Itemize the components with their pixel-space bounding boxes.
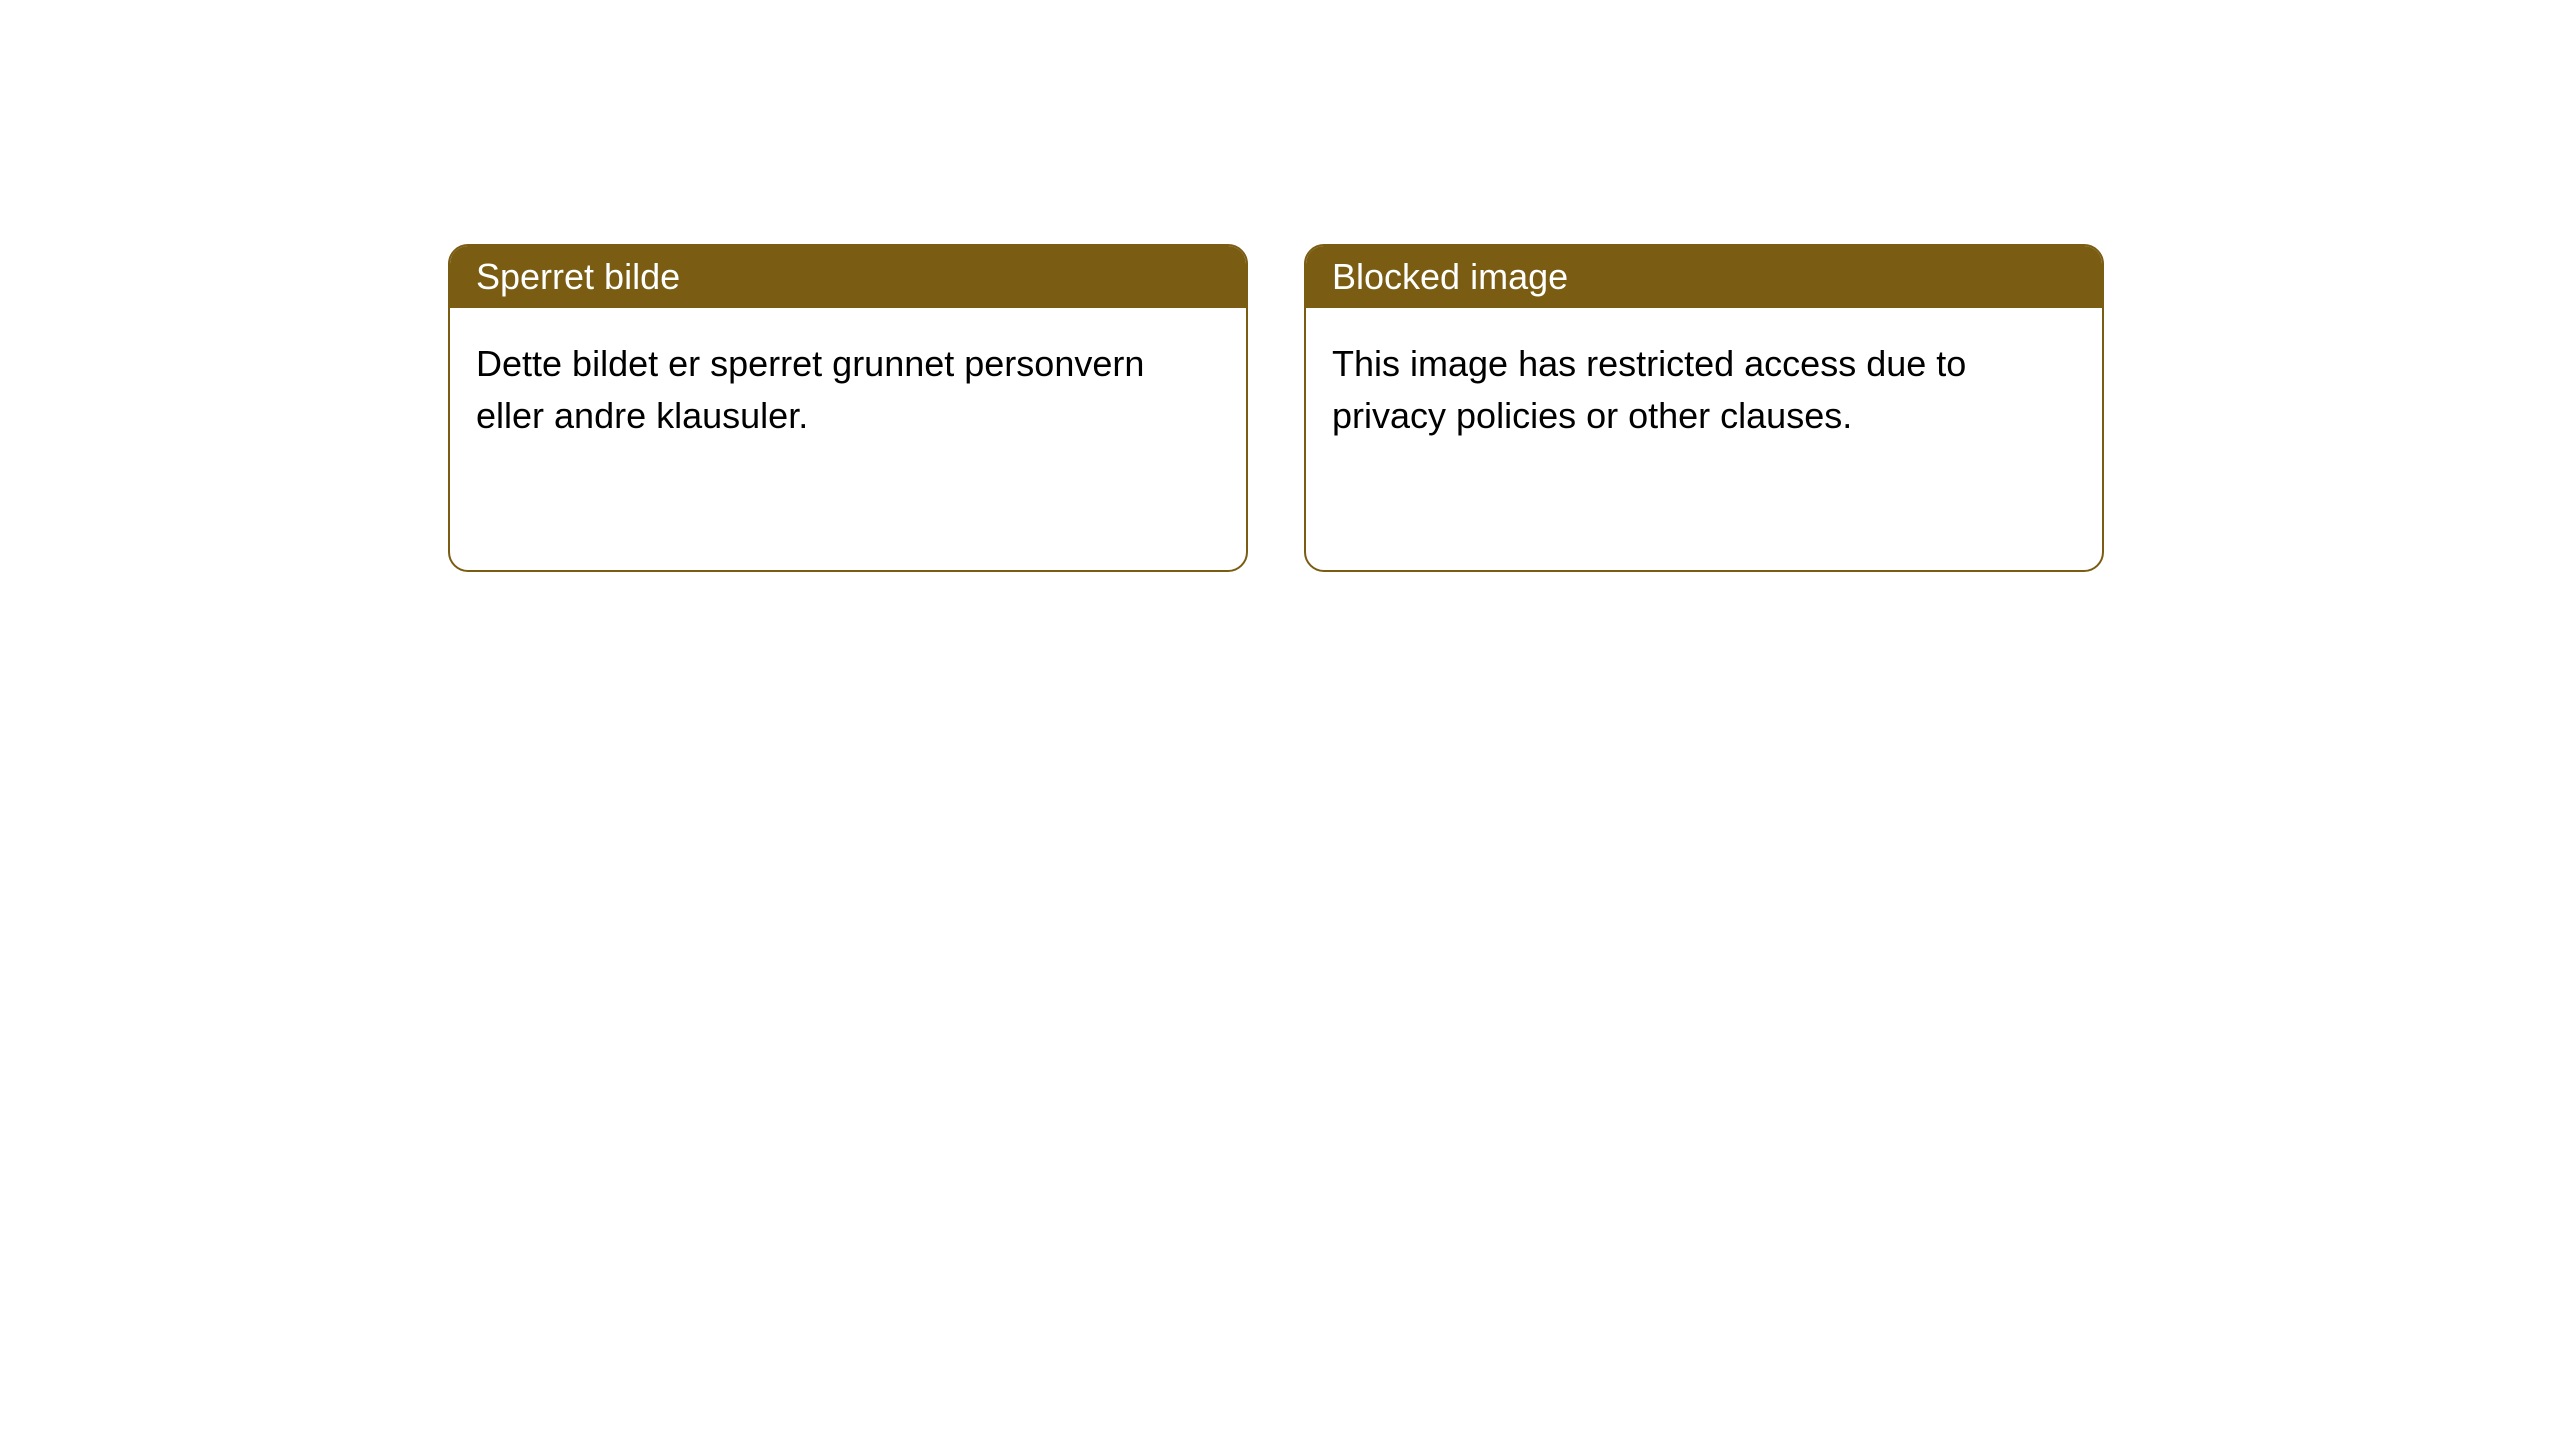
blocked-image-card-en: Blocked image This image has restricted … <box>1304 244 2104 572</box>
card-message-no: Dette bildet er sperret grunnet personve… <box>476 338 1220 442</box>
cards-container: Sperret bilde Dette bildet er sperret gr… <box>448 244 2104 572</box>
card-body-en: This image has restricted access due to … <box>1306 308 2102 570</box>
card-title-no: Sperret bilde <box>476 256 680 297</box>
card-header-en: Blocked image <box>1306 246 2102 308</box>
card-message-en: This image has restricted access due to … <box>1332 338 2076 442</box>
blocked-image-card-no: Sperret bilde Dette bildet er sperret gr… <box>448 244 1248 572</box>
card-title-en: Blocked image <box>1332 256 1568 297</box>
card-header-no: Sperret bilde <box>450 246 1246 308</box>
card-body-no: Dette bildet er sperret grunnet personve… <box>450 308 1246 570</box>
